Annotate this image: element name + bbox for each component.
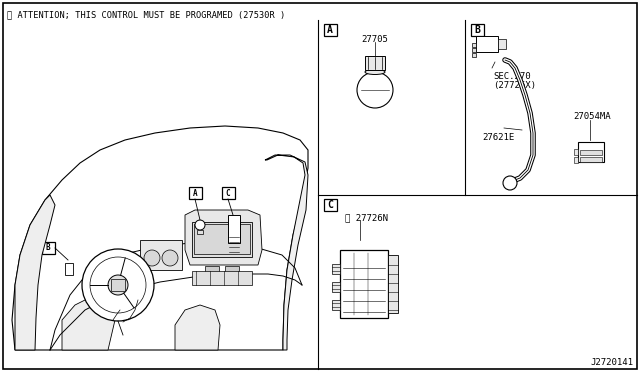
Bar	[340, 250, 388, 318]
Bar	[472, 53, 476, 57]
Bar	[225, 266, 239, 272]
Text: C: C	[226, 189, 230, 198]
Bar	[189, 187, 202, 199]
Circle shape	[144, 250, 160, 266]
Text: B: B	[474, 25, 480, 35]
Bar	[42, 242, 54, 254]
Polygon shape	[185, 210, 262, 265]
Text: 27054MA: 27054MA	[573, 112, 611, 121]
Bar	[111, 279, 125, 291]
Bar	[470, 24, 483, 36]
Text: B: B	[45, 244, 51, 253]
Bar	[388, 255, 398, 313]
Bar	[205, 266, 219, 272]
Circle shape	[108, 275, 128, 295]
Bar	[192, 222, 252, 257]
Bar	[194, 224, 250, 254]
Bar	[574, 157, 578, 163]
Bar	[365, 56, 385, 70]
Text: A: A	[327, 25, 333, 35]
Text: (27726X): (27726X)	[493, 81, 536, 90]
Circle shape	[162, 250, 178, 266]
Text: 27705: 27705	[362, 35, 388, 44]
Bar	[476, 36, 498, 52]
Polygon shape	[265, 155, 308, 350]
Bar	[472, 48, 476, 52]
Text: ※ ATTENTION; THIS CONTROL MUST BE PROGRAMED (27530R ): ※ ATTENTION; THIS CONTROL MUST BE PROGRA…	[7, 10, 285, 19]
Text: A: A	[193, 189, 197, 198]
Text: 27621E: 27621E	[482, 133, 515, 142]
Bar	[578, 142, 604, 162]
Bar	[332, 282, 340, 292]
Polygon shape	[12, 126, 308, 350]
Bar	[323, 24, 337, 36]
Bar	[580, 157, 602, 162]
Circle shape	[503, 176, 517, 190]
Bar	[332, 300, 340, 310]
Bar	[323, 199, 337, 211]
Polygon shape	[62, 295, 115, 350]
Bar	[574, 149, 578, 155]
Bar	[197, 230, 203, 234]
Circle shape	[82, 249, 154, 321]
Bar	[65, 263, 73, 275]
Polygon shape	[15, 195, 55, 350]
Bar	[332, 264, 340, 274]
Text: C: C	[327, 200, 333, 210]
Circle shape	[195, 220, 205, 230]
Bar	[221, 187, 234, 199]
Bar	[472, 43, 476, 47]
Text: SEC.270: SEC.270	[493, 72, 531, 81]
Bar	[498, 39, 506, 49]
Bar	[192, 271, 252, 285]
Text: J2720141: J2720141	[590, 358, 633, 367]
Bar	[228, 215, 240, 243]
Ellipse shape	[365, 70, 385, 74]
Circle shape	[357, 72, 393, 108]
Bar	[580, 150, 602, 155]
Text: ※ 27726N: ※ 27726N	[345, 213, 388, 222]
Polygon shape	[175, 305, 220, 350]
Bar	[140, 240, 182, 270]
